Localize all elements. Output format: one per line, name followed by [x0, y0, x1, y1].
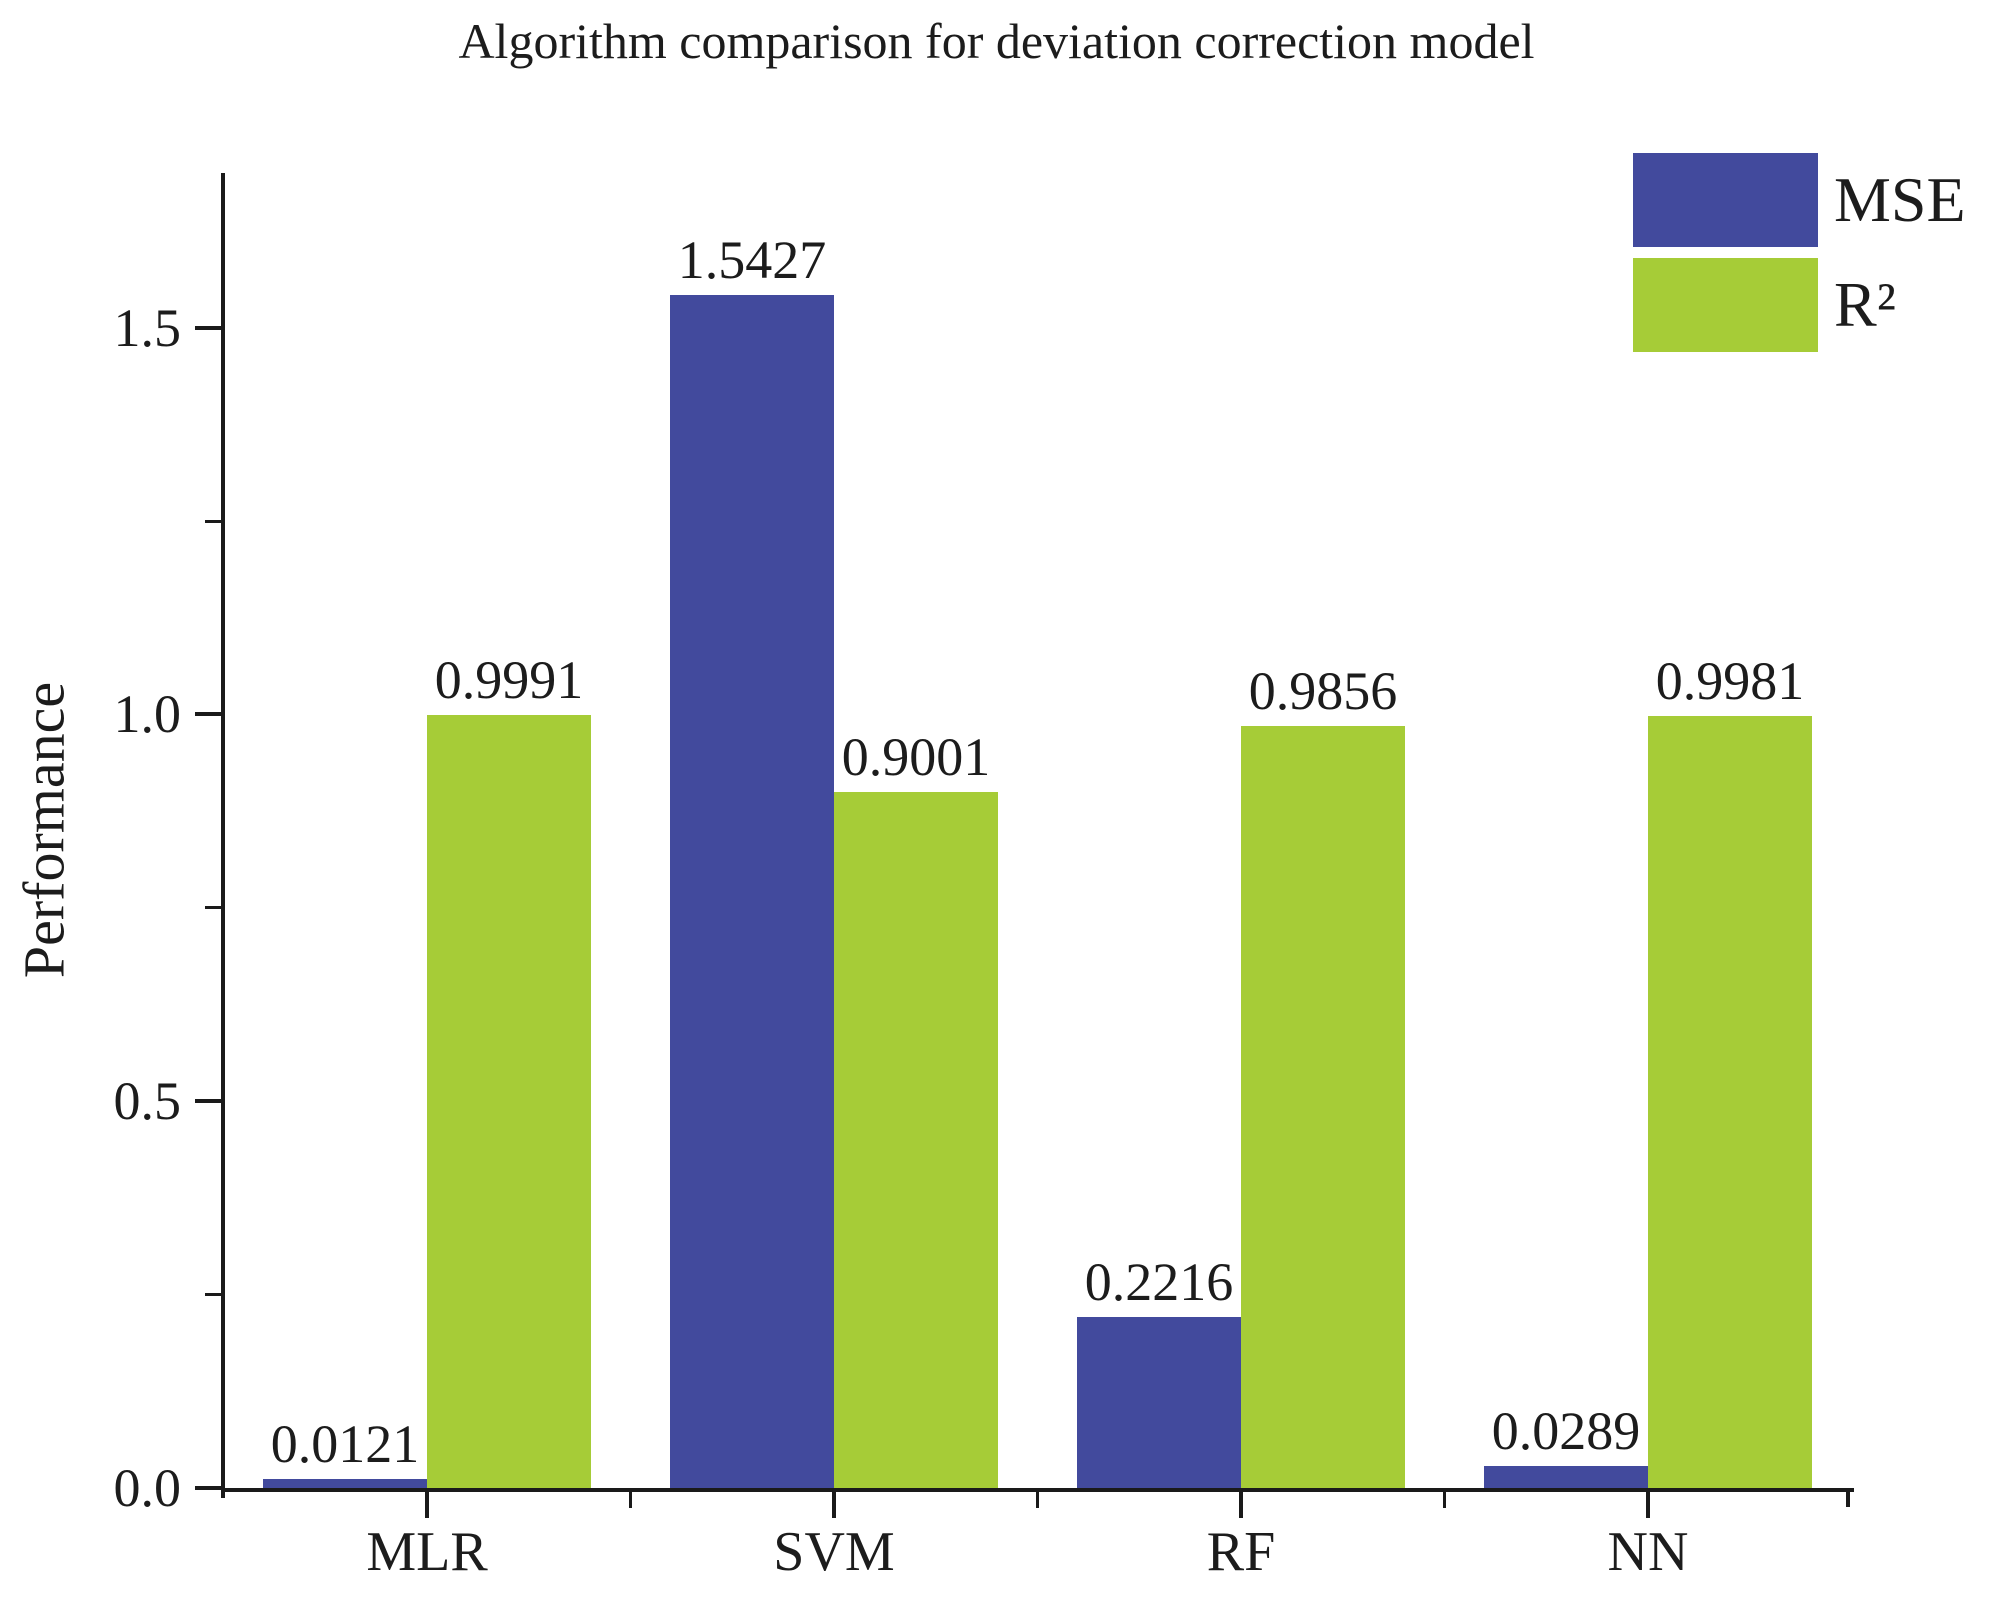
bar-mse-svm — [670, 294, 834, 1488]
bar-mse-mlr — [263, 1478, 427, 1488]
y-tick-label: 0.0 — [113, 1458, 182, 1518]
chart-title: Algorithm comparison for deviation corre… — [458, 13, 1535, 69]
y-minor-tick — [205, 1293, 221, 1297]
value-label-mse-rf: 0.2216 — [1084, 1251, 1234, 1312]
bar-r2-mlr — [427, 715, 591, 1488]
value-label-mse-svm: 1.5427 — [677, 229, 827, 290]
x-minor-tick — [1443, 1492, 1446, 1508]
y-minor-tick — [205, 906, 221, 910]
x-category-label: SVM — [773, 1521, 895, 1583]
bar-r2-nn — [1648, 715, 1812, 1488]
bar-r2-rf — [1241, 725, 1405, 1488]
legend-swatch-mse — [1633, 153, 1818, 247]
bar-mse-rf — [1077, 1316, 1241, 1488]
plot-area: 0.0 0.5 1.0 1.5 MLR 0.0121 0.9991 SVM 1.5427 0.90… — [114, 173, 1854, 1580]
value-label-r2-mlr: 0.9991 — [434, 650, 584, 711]
legend-row: MSE — [1633, 153, 1966, 247]
y-tick-label: 0.5 — [113, 1071, 182, 1132]
x-minor-tick — [629, 1492, 632, 1508]
bar-mse-nn — [1484, 1465, 1648, 1488]
value-label-mse-nn: 0.0289 — [1491, 1400, 1641, 1461]
y-tick-label: 1.0 — [113, 684, 182, 745]
value-label-r2-rf: 0.9856 — [1248, 660, 1398, 721]
value-label-r2-svm: 0.9001 — [841, 726, 991, 787]
bar-r2-svm — [834, 791, 998, 1488]
x-major-tick — [832, 1492, 836, 1518]
y-axis-line — [221, 173, 225, 1498]
x-category-label: RF — [1206, 1521, 1276, 1583]
x-axis-end-tick — [1846, 1492, 1850, 1507]
x-major-tick — [425, 1492, 429, 1518]
x-major-tick — [1239, 1492, 1243, 1518]
legend-row: R² — [1633, 258, 1966, 352]
value-label-r2-nn: 0.9981 — [1655, 650, 1805, 711]
value-label-mse-mlr: 0.0121 — [270, 1413, 420, 1474]
x-category-label: NN — [1607, 1521, 1689, 1583]
x-category-label: MLR — [366, 1521, 488, 1583]
y-major-tick — [195, 325, 221, 330]
y-minor-tick — [205, 519, 221, 523]
x-axis-line — [221, 1488, 1854, 1492]
x-minor-tick — [1036, 1492, 1039, 1508]
legend-swatch-r2 — [1633, 258, 1818, 352]
y-major-tick — [195, 1099, 221, 1104]
x-major-tick — [1646, 1492, 1650, 1518]
y-tick-label: 1.5 — [113, 297, 182, 358]
legend: MSE R² — [1633, 153, 1966, 352]
legend-label-r2: R² — [1834, 269, 1896, 340]
legend-label-mse: MSE — [1834, 164, 1966, 235]
y-major-tick — [195, 712, 221, 717]
y-major-tick — [195, 1486, 221, 1490]
